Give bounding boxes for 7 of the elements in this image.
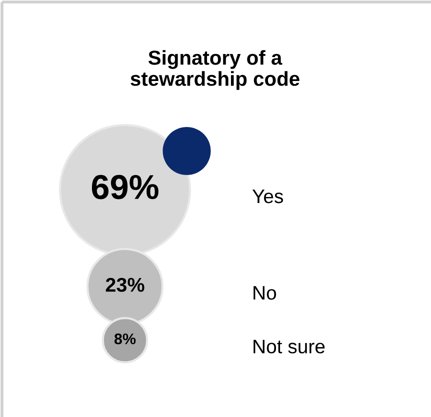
category-label: Yes xyxy=(252,190,284,204)
data-label: 23% xyxy=(106,278,144,292)
category-label: No xyxy=(254,286,276,300)
text: Signatory of a stewardship code xyxy=(130,50,300,90)
data-label: 8% xyxy=(114,333,136,344)
category-label: Not sure xyxy=(254,340,325,354)
data-label: 69% xyxy=(92,174,158,200)
